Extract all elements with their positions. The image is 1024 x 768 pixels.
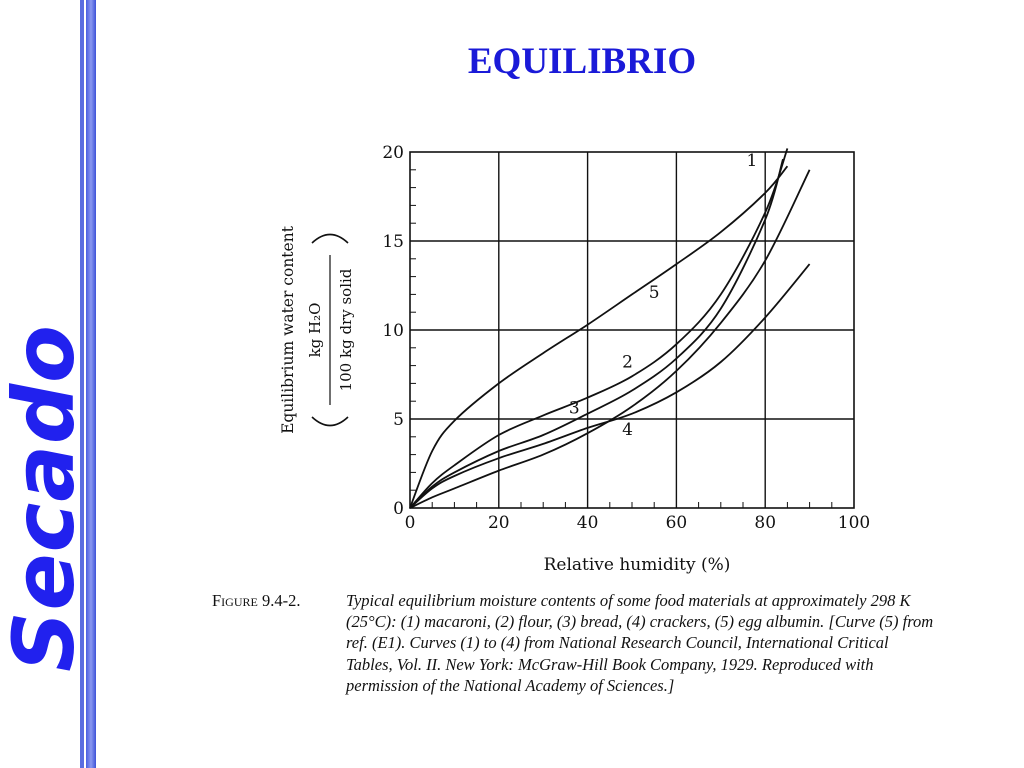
series-line-curve-1	[409, 148, 789, 509]
curve-label-1: 1	[746, 151, 757, 171]
side-stripe	[86, 0, 96, 768]
x-tick-label: 80	[754, 513, 776, 533]
curve-label-3: 3	[569, 399, 580, 419]
y-tick-label: 10	[382, 321, 404, 341]
side-stripe-thin	[80, 0, 84, 768]
y-axis-label-denominator: 100 kg dry solid	[337, 268, 355, 391]
series-line-curve-2	[409, 158, 784, 509]
figure-label: Figure 9.4-2.	[212, 591, 301, 610]
series-line-curve-4	[409, 263, 811, 509]
figure-caption: Figure 9.4-2. Typical equilibrium moistu…	[212, 590, 937, 696]
x-tick-label: 100	[838, 513, 870, 533]
x-axis-label: Relative humidity (%)	[544, 555, 731, 575]
curve-label-2: 2	[622, 352, 633, 372]
y-axis-label: Equilibrium water content kg H₂O 100 kg …	[279, 225, 355, 434]
series-line-curve-5	[409, 165, 789, 509]
slide-title: EQUILIBRIO	[467, 41, 697, 82]
y-axis-label-main: Equilibrium water content	[279, 225, 297, 434]
y-tick-label: 20	[382, 143, 404, 163]
curve-label-4: 4	[622, 420, 633, 440]
x-tick-label: 40	[577, 513, 599, 533]
series-line-curve-3	[409, 169, 811, 509]
y-tick-label: 5	[393, 410, 404, 430]
figure-caption-text: Typical equilibrium moisture contents of…	[346, 591, 934, 695]
y-axis-label-numerator: kg H₂O	[306, 303, 324, 358]
x-tick-label: 20	[488, 513, 510, 533]
y-axis-label-paren-top	[311, 233, 349, 244]
y-axis-label-paren-bottom	[311, 416, 349, 427]
curve-label-5: 5	[649, 283, 660, 303]
x-tick-label: 0	[405, 513, 416, 533]
side-band: Secado	[0, 0, 96, 768]
x-tick-label: 60	[666, 513, 688, 533]
y-tick-label: 15	[382, 232, 404, 252]
y-tick-label: 0	[393, 499, 404, 519]
